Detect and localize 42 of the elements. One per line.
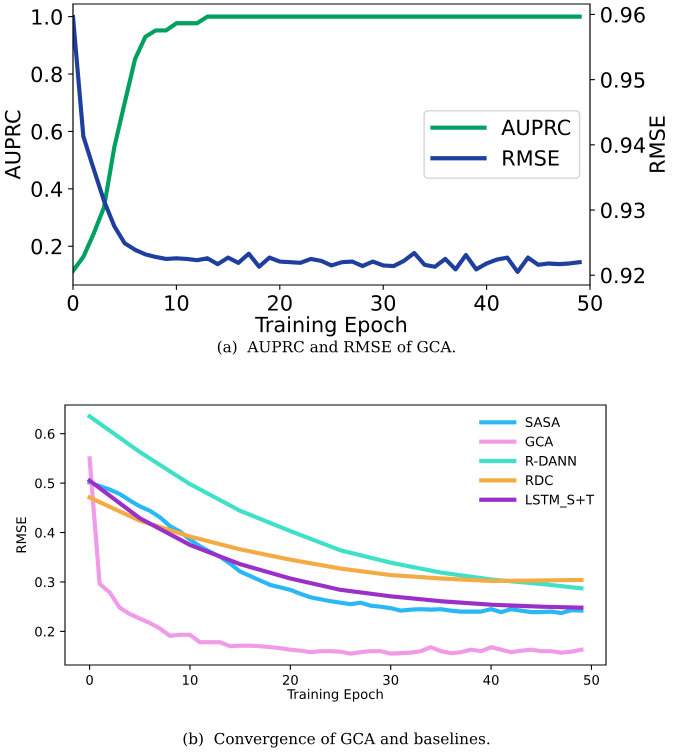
line-series xyxy=(73,14,582,274)
legend-label: SASA xyxy=(526,417,560,428)
x-tick-label: 40 xyxy=(483,674,499,685)
y2-axis-title: RMSE xyxy=(649,116,666,172)
y-tick-label: 0.6 xyxy=(32,124,62,140)
x-axis-title: Training Epoch xyxy=(255,316,406,336)
y-tick-label: 0.8 xyxy=(32,66,62,82)
y-tick-label: 1.0 xyxy=(32,9,62,25)
x-tick-label: 40 xyxy=(474,295,498,311)
y-tick-label: 0.5 xyxy=(35,478,54,488)
legend-label: AUPRC xyxy=(501,119,570,136)
x-tick-label: 30 xyxy=(372,295,396,311)
x-tick-label: 10 xyxy=(183,674,198,685)
y-tick-label: 0.2 xyxy=(32,238,62,254)
y2-tick-label: 0.96 xyxy=(601,6,645,23)
legend-label: RDC xyxy=(526,475,553,486)
y-tick-label: 0.6 xyxy=(35,428,54,439)
y-tick-label: 0.2 xyxy=(35,626,54,637)
x-tick-label: 50 xyxy=(584,674,599,685)
x-tick-label: 0 xyxy=(86,674,93,685)
text: (b) Convergence of GCA and baselines. xyxy=(183,732,490,748)
x-tick-label: 0 xyxy=(68,295,78,311)
legend-label: R-DANN xyxy=(526,456,576,466)
y-tick-label: 0.3 xyxy=(35,577,54,588)
x-tick-label: 50 xyxy=(578,295,602,311)
y2-tick-label: 0.95 xyxy=(601,72,644,88)
x-tick-label: 20 xyxy=(282,674,298,685)
y-axis-title: RMSE xyxy=(16,517,26,552)
y-tick-label: 0.4 xyxy=(32,181,62,198)
y-axis-title: AUPRC xyxy=(4,110,21,180)
x-tick-label: 20 xyxy=(268,295,292,311)
y-tick-label: 0.4 xyxy=(35,528,55,538)
x-tick-label: 30 xyxy=(383,674,398,685)
legend-label: LSTM_S+T xyxy=(526,494,594,508)
x-axis-title: Training Epoch xyxy=(287,688,383,702)
x-tick-label: 10 xyxy=(165,295,188,311)
y2-tick-label: 0.92 xyxy=(601,268,644,284)
y2-tick-label: 0.93 xyxy=(601,202,644,218)
legend-label: RMSE xyxy=(503,150,559,166)
legend-label: GCA xyxy=(526,436,554,446)
y2-tick-label: 0.94 xyxy=(601,137,645,154)
text: (a) AUPRC and RMSE of GCA. xyxy=(218,340,455,355)
